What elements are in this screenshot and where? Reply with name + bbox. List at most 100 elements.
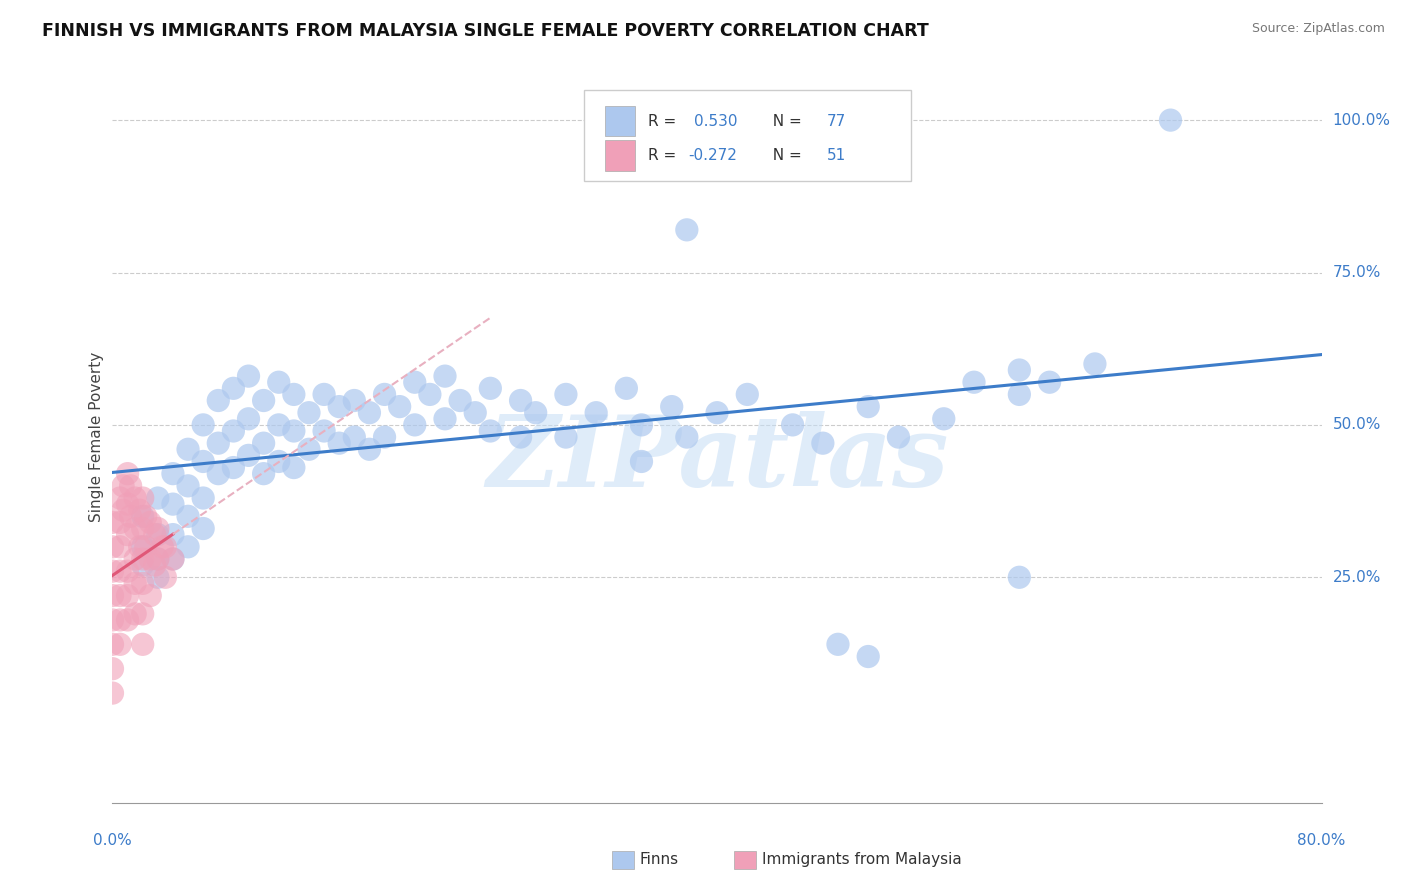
- Point: [112, 479, 135, 493]
- Text: 100.0%: 100.0%: [1333, 112, 1391, 128]
- Point: [238, 449, 260, 463]
- Point: [1008, 570, 1031, 584]
- Point: [359, 442, 381, 457]
- Point: [146, 521, 169, 535]
- Point: [253, 467, 276, 481]
- Point: [343, 430, 366, 444]
- Point: [139, 552, 162, 566]
- Point: [433, 369, 456, 384]
- Point: [585, 406, 607, 420]
- Point: [146, 491, 169, 505]
- Point: [449, 393, 471, 408]
- Point: [108, 613, 131, 627]
- Point: [132, 509, 155, 524]
- Point: [706, 406, 728, 420]
- Point: [675, 430, 697, 444]
- Point: [328, 436, 350, 450]
- Point: [267, 417, 290, 432]
- Point: [177, 540, 200, 554]
- Point: [479, 381, 502, 395]
- Point: [101, 516, 124, 530]
- Point: [1008, 363, 1031, 377]
- Point: [328, 400, 350, 414]
- Point: [191, 491, 214, 505]
- Point: [283, 387, 305, 401]
- Point: [253, 436, 276, 450]
- Point: [374, 430, 396, 444]
- Point: [146, 552, 169, 566]
- Point: [108, 564, 131, 578]
- Point: [101, 564, 124, 578]
- Point: [162, 552, 184, 566]
- Point: [101, 540, 124, 554]
- Text: 50.0%: 50.0%: [1333, 417, 1381, 433]
- Y-axis label: Single Female Poverty: Single Female Poverty: [89, 352, 104, 522]
- Point: [177, 479, 200, 493]
- Point: [108, 516, 131, 530]
- Point: [207, 393, 229, 408]
- Point: [1038, 376, 1062, 390]
- Point: [404, 376, 426, 390]
- Point: [737, 387, 759, 401]
- Bar: [605, 106, 636, 136]
- Point: [108, 491, 131, 505]
- Point: [124, 491, 146, 505]
- Point: [117, 589, 139, 603]
- Text: FINNISH VS IMMIGRANTS FROM MALAYSIA SINGLE FEMALE POVERTY CORRELATION CHART: FINNISH VS IMMIGRANTS FROM MALAYSIA SING…: [42, 22, 929, 40]
- Text: Finns: Finns: [640, 853, 679, 867]
- Point: [856, 400, 880, 414]
- Point: [524, 406, 547, 420]
- Point: [112, 503, 135, 517]
- Point: [150, 540, 173, 554]
- Point: [359, 406, 381, 420]
- Point: [143, 558, 166, 573]
- Point: [146, 527, 169, 541]
- Point: [117, 564, 139, 578]
- Point: [509, 430, 531, 444]
- Point: [139, 589, 162, 603]
- Point: [101, 589, 124, 603]
- Point: [827, 637, 849, 651]
- Point: [283, 424, 305, 438]
- Point: [108, 589, 131, 603]
- Point: [117, 497, 139, 511]
- Point: [856, 649, 880, 664]
- Point: [404, 417, 426, 432]
- Point: [1084, 357, 1107, 371]
- Point: [132, 607, 155, 621]
- Point: [124, 576, 146, 591]
- Point: [222, 381, 245, 395]
- Point: [222, 424, 245, 438]
- Point: [616, 381, 638, 395]
- Point: [782, 417, 804, 432]
- Point: [207, 467, 229, 481]
- Point: [124, 552, 146, 566]
- FancyBboxPatch shape: [583, 90, 911, 181]
- Point: [298, 442, 321, 457]
- Point: [177, 442, 200, 457]
- Point: [433, 412, 456, 426]
- Bar: [605, 140, 636, 171]
- Point: [298, 406, 321, 420]
- Text: N =: N =: [763, 148, 807, 163]
- Text: -0.272: -0.272: [688, 148, 737, 163]
- Point: [117, 613, 139, 627]
- Point: [932, 412, 955, 426]
- Text: 75.0%: 75.0%: [1333, 265, 1381, 280]
- Point: [162, 552, 184, 566]
- Point: [162, 497, 184, 511]
- Text: 80.0%: 80.0%: [1298, 833, 1346, 848]
- Text: R =: R =: [648, 113, 682, 128]
- Point: [811, 436, 834, 450]
- Point: [630, 454, 652, 468]
- Point: [314, 387, 336, 401]
- Text: 25.0%: 25.0%: [1333, 570, 1381, 585]
- Point: [464, 406, 486, 420]
- Point: [128, 503, 150, 517]
- Point: [191, 454, 214, 468]
- Point: [238, 369, 260, 384]
- Text: R =: R =: [648, 148, 682, 163]
- Point: [630, 417, 652, 432]
- Point: [146, 570, 169, 584]
- Text: 51: 51: [827, 148, 846, 163]
